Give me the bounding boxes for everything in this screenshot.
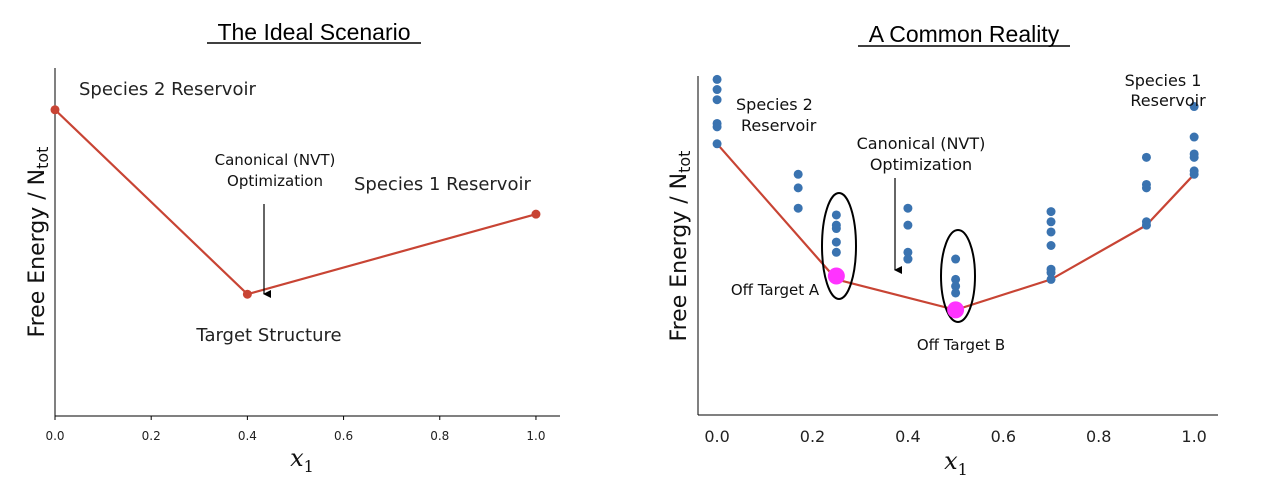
chart-title: The Ideal Scenario: [217, 19, 410, 45]
x-tick-label: 0.2: [142, 429, 161, 443]
highlight-points: [827, 267, 965, 319]
highlight-point: [947, 301, 965, 319]
annotation-canonical-line2: Optimization: [870, 155, 972, 174]
structure-point: [903, 203, 913, 213]
x-tick-label: 0.4: [238, 429, 257, 443]
annotation-species1-line1: Species 1: [1125, 71, 1202, 90]
x-axis-label: x1: [944, 447, 968, 479]
structure-point: [1046, 274, 1056, 284]
annotation-canonical-line1: Canonical (NVT): [857, 134, 986, 153]
y-axis-label: Free Energy / Ntot: [25, 147, 52, 338]
structure-point: [793, 203, 803, 213]
data-point: [531, 209, 541, 219]
x-tick-label: 0.6: [991, 427, 1016, 446]
chart-ideal-scenario: The Ideal Scenario 0.0 0.2 0.4 0.6 0.8 1.0 Fr…: [25, 19, 560, 476]
structure-point: [1189, 132, 1199, 142]
x-tick-labels: 0.0 0.2 0.4 0.6 0.8 1.0: [45, 416, 545, 443]
structure-point: [951, 288, 961, 298]
structure-point: [1046, 217, 1056, 227]
structure-point: [951, 254, 961, 264]
x-tick-label: 0.8: [430, 429, 449, 443]
annotation-species2-line2: Reservoir: [741, 116, 817, 135]
structure-point: [1141, 220, 1151, 230]
structure-point: [712, 74, 722, 84]
annotation-canonical-line2: Optimization: [227, 172, 323, 190]
x-tick-label: 1.0: [526, 429, 545, 443]
structure-point: [1141, 152, 1151, 162]
structure-points: [712, 74, 1199, 315]
structure-point: [903, 247, 913, 257]
annotation-species2-line1: Species 2: [736, 95, 813, 114]
structure-point: [793, 169, 803, 179]
x-tick-label: 0.6: [334, 429, 353, 443]
x-tick-label: 0.8: [1086, 427, 1111, 446]
structure-point: [1046, 227, 1056, 237]
x-tick-label: 0.2: [800, 427, 825, 446]
x-tick-label: 0.0: [704, 427, 729, 446]
annotation-canonical-line1: Canonical (NVT): [215, 151, 336, 169]
annotation-species1-reservoir: Species 1 Reservoir: [354, 174, 531, 195]
annotation-species1-line2: Reservoir: [1130, 91, 1206, 110]
off-target-b-ellipse: [940, 229, 976, 323]
structure-point: [712, 139, 722, 149]
structure-point: [951, 274, 961, 284]
data-point: [242, 289, 252, 299]
data-point: [50, 105, 60, 115]
structure-point: [1141, 183, 1151, 193]
structure-point: [903, 220, 913, 230]
structure-point: [1189, 102, 1199, 112]
x-tick-labels: 0.0 0.2 0.4 0.6 0.8 1.0: [704, 427, 1207, 446]
structure-point: [1046, 207, 1056, 217]
data-series: [50, 105, 541, 299]
x-tick-label: 0.0: [45, 429, 64, 443]
structure-point: [831, 237, 841, 247]
structure-point: [903, 254, 913, 264]
chart-title: A Common Reality: [869, 21, 1060, 47]
structure-point: [831, 247, 841, 257]
annotation-off-target-a: Off Target A: [731, 281, 820, 299]
off-target-a-ellipse: [821, 192, 857, 300]
x-tick-label: 0.4: [895, 427, 920, 446]
structure-point: [831, 210, 841, 220]
structure-point: [1189, 169, 1199, 179]
structure-point: [951, 281, 961, 291]
series-line: [54, 108, 537, 296]
y-axis-label: Free Energy / Ntot: [667, 151, 694, 342]
highlight-point: [827, 267, 845, 285]
structure-point: [712, 122, 722, 132]
structure-point: [712, 85, 722, 95]
chart-common-reality: A Common Reality 0.0 0.2 0.4 0.6 0.8 1.0 Free…: [667, 21, 1218, 479]
annotation-target-structure: Target Structure: [195, 325, 341, 346]
x-tick-label: 1.0: [1181, 427, 1206, 446]
structure-point: [712, 95, 722, 105]
hull-line: [716, 143, 1195, 312]
structure-point: [793, 183, 803, 193]
structure-point: [1046, 241, 1056, 250]
structure-point: [831, 224, 841, 234]
structure-point: [1189, 152, 1199, 162]
annotation-species2-reservoir: Species 2 Reservoir: [79, 79, 256, 100]
structure-point: [1046, 268, 1056, 278]
x-axis-label: x1: [290, 444, 314, 476]
annotation-off-target-b: Off Target B: [917, 336, 1005, 354]
